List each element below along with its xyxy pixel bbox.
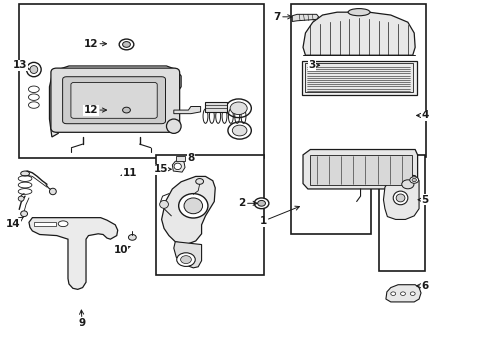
Ellipse shape <box>18 196 24 201</box>
Ellipse shape <box>392 191 407 205</box>
Ellipse shape <box>166 119 181 134</box>
Ellipse shape <box>174 163 181 170</box>
Polygon shape <box>173 107 200 114</box>
Ellipse shape <box>176 253 195 266</box>
Ellipse shape <box>254 198 268 209</box>
Ellipse shape <box>227 122 251 139</box>
Text: 7: 7 <box>273 12 291 22</box>
Text: 13: 13 <box>13 60 29 70</box>
Bar <box>156 155 264 275</box>
FancyBboxPatch shape <box>71 82 157 118</box>
Bar <box>176 156 184 161</box>
Text: 4: 4 <box>416 111 427 121</box>
Ellipse shape <box>128 234 136 240</box>
Ellipse shape <box>20 171 29 176</box>
Ellipse shape <box>119 39 134 50</box>
Polygon shape <box>385 285 420 302</box>
Bar <box>19 4 264 158</box>
Ellipse shape <box>232 125 246 136</box>
Ellipse shape <box>122 41 130 47</box>
Polygon shape <box>29 218 118 289</box>
Ellipse shape <box>26 62 41 77</box>
Text: 14: 14 <box>6 217 23 229</box>
Ellipse shape <box>395 194 404 202</box>
Text: 2: 2 <box>238 198 257 208</box>
Text: 9: 9 <box>79 310 85 328</box>
Ellipse shape <box>20 211 27 217</box>
Text: 3: 3 <box>307 60 319 70</box>
Ellipse shape <box>159 201 168 208</box>
Polygon shape <box>161 176 215 244</box>
FancyBboxPatch shape <box>62 77 165 124</box>
Ellipse shape <box>119 105 134 116</box>
Text: 11: 11 <box>121 168 137 178</box>
Ellipse shape <box>225 99 251 118</box>
Ellipse shape <box>411 179 415 181</box>
Text: 1: 1 <box>259 206 299 226</box>
Ellipse shape <box>49 188 56 195</box>
Polygon shape <box>303 12 414 55</box>
Text: 5: 5 <box>417 195 427 205</box>
Bar <box>378 155 424 271</box>
Polygon shape <box>383 175 418 220</box>
Ellipse shape <box>230 102 246 114</box>
Text: 8: 8 <box>187 153 194 163</box>
Polygon shape <box>292 14 318 22</box>
Bar <box>205 102 227 112</box>
Bar <box>310 155 411 185</box>
Ellipse shape <box>347 9 369 16</box>
FancyBboxPatch shape <box>51 68 179 132</box>
Text: 10: 10 <box>113 245 130 255</box>
Ellipse shape <box>409 292 414 296</box>
Ellipse shape <box>401 180 413 189</box>
Text: 12: 12 <box>83 105 106 115</box>
Polygon shape <box>290 4 425 234</box>
Ellipse shape <box>30 66 38 73</box>
Polygon shape <box>303 149 417 189</box>
Ellipse shape <box>58 221 68 226</box>
Polygon shape <box>172 160 184 172</box>
Ellipse shape <box>195 179 203 184</box>
Ellipse shape <box>400 292 405 296</box>
Ellipse shape <box>257 201 265 206</box>
Ellipse shape <box>390 292 395 296</box>
Polygon shape <box>49 66 181 137</box>
Ellipse shape <box>183 198 202 214</box>
Ellipse shape <box>178 194 207 218</box>
Text: 6: 6 <box>416 281 427 291</box>
Text: 12: 12 <box>83 39 106 49</box>
Ellipse shape <box>180 256 191 264</box>
Bar <box>302 60 416 95</box>
Polygon shape <box>173 242 201 268</box>
Ellipse shape <box>122 107 130 113</box>
Text: 15: 15 <box>153 164 171 174</box>
Ellipse shape <box>409 177 418 183</box>
Bar <box>305 63 412 92</box>
Bar <box>34 222 56 226</box>
